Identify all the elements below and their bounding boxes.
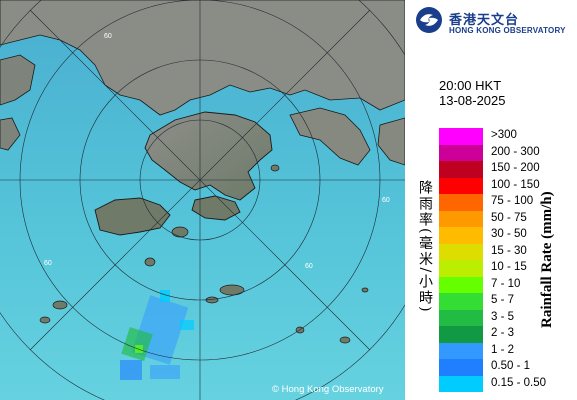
legend-item: 7 - 10: [439, 276, 569, 293]
legend-label: 150 - 200: [491, 162, 540, 174]
radar-map-canvas: 60 60 60 60: [0, 0, 405, 400]
outlying-islands: [39, 164, 369, 344]
info-panel: 香港天文台 HONG KONG OBSERVATORY 20:00 HKT 13…: [405, 0, 577, 400]
legend-swatch: [439, 342, 483, 359]
legend-item: 10 - 15: [439, 260, 569, 277]
legend-swatch: [439, 326, 483, 343]
legend-swatch: [439, 276, 483, 293]
east-peninsula-area: [289, 107, 371, 166]
west-coast-area: [0, 54, 36, 106]
legend-label: 2 - 3: [491, 327, 515, 339]
legend-label: 50 - 75: [491, 211, 527, 224]
legend-title-en: Rainfall Rate (mm/h): [539, 191, 555, 329]
legend-label: 30 - 50: [491, 228, 527, 240]
legend-item: 50 - 75: [439, 210, 569, 227]
radar-map: 60 60 60 60 © Hong Kong Observatory: [0, 0, 405, 400]
legend-item: 75 - 100: [439, 194, 569, 211]
legend-item: >300: [439, 128, 569, 145]
legend-swatch: [439, 243, 483, 260]
hong-kong-area: [144, 111, 273, 201]
lantau-island: [94, 197, 171, 236]
legend-item: 150 - 200: [439, 161, 569, 178]
copyright-text: © Hong Kong Observatory: [272, 384, 384, 395]
legend-swatch: [439, 144, 483, 161]
legend-label: 1 - 2: [491, 343, 515, 356]
timestamp-time: 20:00 HKT: [439, 78, 502, 93]
legend-label: 3 - 5: [491, 310, 515, 323]
ring-label: 60: [382, 197, 390, 204]
legend-label: 0.15 - 0.50: [491, 376, 546, 389]
logo-name-cn: 香港天文台: [449, 13, 520, 28]
legend-label: 200 - 300: [491, 145, 540, 158]
legend-swatch: [439, 260, 483, 277]
range-rings: [0, 0, 405, 400]
legend-item: 100 - 150: [439, 177, 569, 194]
legend-label: 5 - 7: [491, 294, 515, 306]
legend-swatch: [439, 177, 483, 194]
legend-item: 1 - 2: [439, 342, 569, 359]
legend-label: 7 - 10: [491, 277, 521, 290]
legend-item: 3 - 5: [439, 309, 569, 326]
rain-echoes: [120, 290, 194, 380]
legend-item: 2 - 3: [439, 326, 569, 343]
legend-item: 15 - 30: [439, 243, 569, 260]
legend-label: 15 - 30: [491, 244, 527, 257]
hko-logo-icon: [416, 7, 442, 33]
legend-title-cn: 降雨率(毫米/小時): [417, 180, 433, 314]
legend-item: 200 - 300: [439, 144, 569, 161]
legend-item: 5 - 7: [439, 293, 569, 310]
legend-item: 0.50 - 1: [439, 359, 569, 376]
hk-island: [191, 195, 241, 221]
legend-swatch: [439, 293, 483, 310]
legend-item: 30 - 50: [439, 227, 569, 244]
ring-label: 60: [44, 260, 52, 267]
legend-swatch: [439, 210, 483, 227]
legend-swatch: [439, 227, 483, 244]
legend-label: >300: [491, 129, 517, 141]
ring-label: 60: [104, 33, 112, 40]
timestamp-date: 13-08-2025: [439, 93, 506, 108]
legend-swatch: [439, 375, 483, 392]
legend-label: 10 - 15: [491, 261, 527, 273]
west-islet: [0, 117, 21, 151]
timestamp: 20:00 HKT 13-08-2025: [439, 78, 506, 108]
legend-swatch: [439, 128, 483, 145]
legend-swatch: [439, 194, 483, 211]
legend-label: 0.50 - 1: [491, 360, 530, 372]
legend-swatch: [439, 161, 483, 178]
logo-name-en: HONG KONG OBSERVATORY: [449, 26, 566, 35]
hko-logo: 香港天文台 HONG KONG OBSERVATORY: [415, 6, 575, 38]
far-east-area: [377, 117, 405, 166]
legend-swatch: [439, 359, 483, 376]
legend-item: 0.15 - 0.50: [439, 375, 569, 392]
ring-label: 60: [305, 263, 313, 270]
legend-swatch: [439, 309, 483, 326]
legend-label: 100 - 150: [491, 178, 540, 191]
legend-label: 75 - 100: [491, 195, 534, 207]
rainfall-legend: >300 200 - 300 150 - 200 100 - 150 75 - 100 5…: [439, 128, 569, 392]
